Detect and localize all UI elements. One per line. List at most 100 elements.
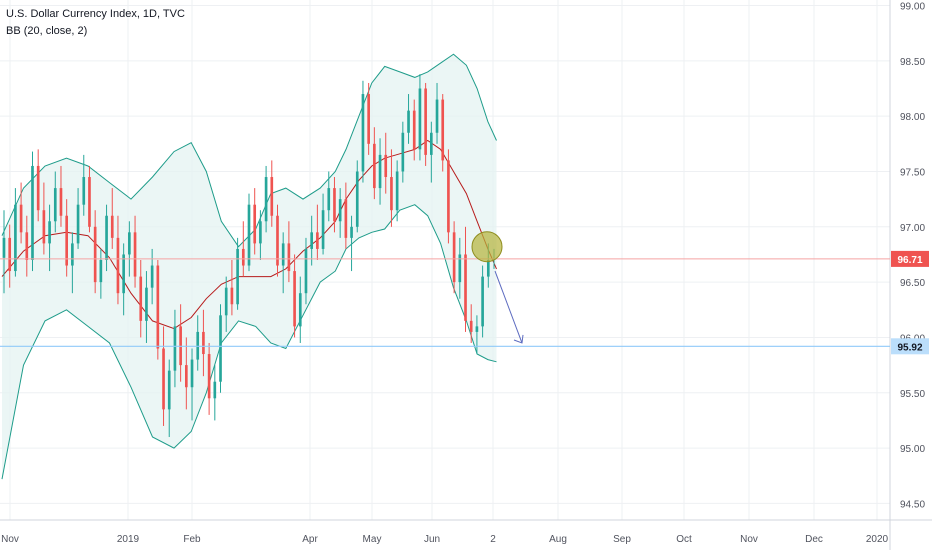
candle-body [167, 370, 171, 410]
candle-body [486, 260, 490, 277]
candle-body [65, 215, 69, 266]
x-tick-label: 2 [490, 534, 496, 545]
candle-body [338, 199, 342, 222]
candle-body [122, 254, 125, 294]
candle-body [464, 254, 467, 321]
candle-body [173, 326, 177, 371]
candle-body [213, 381, 217, 399]
candle-body [344, 199, 348, 238]
candle-body [14, 204, 17, 272]
candle-body [395, 171, 399, 211]
candle-body [321, 210, 325, 249]
candle-body [105, 215, 108, 260]
candle-body [133, 232, 137, 277]
candle-body [230, 287, 234, 305]
candle-body [2, 237, 6, 258]
candle-body [401, 132, 405, 172]
y-tick-label: 97.00 [900, 223, 925, 234]
x-tick-label: Nov [1, 534, 19, 545]
candle-body [304, 248, 308, 294]
candle-body [31, 165, 34, 260]
candle-body [373, 143, 376, 189]
candle-body [145, 287, 148, 321]
candle-body [71, 243, 74, 266]
candle-body [241, 248, 245, 266]
candle-body [310, 232, 314, 249]
bollinger-upper-line [1, 53, 497, 248]
y-tick-label: 97.50 [900, 167, 925, 178]
candle-body [48, 221, 51, 244]
x-tick-label: 2019 [117, 534, 140, 545]
candle-body [384, 154, 388, 178]
x-tick-label: Jun [424, 534, 440, 545]
highlight-circle [471, 231, 503, 263]
candle-body [150, 265, 154, 288]
support-badge [891, 338, 929, 355]
candle-body [184, 365, 188, 388]
x-tick-label: Aug [549, 534, 567, 545]
candle-body [116, 237, 120, 294]
y-tick-label: 99.00 [900, 2, 925, 13]
y-tick-label: 96.50 [900, 278, 925, 289]
y-tick-label: 98.50 [900, 57, 925, 68]
candle-body [128, 232, 131, 255]
candle-body [264, 177, 268, 222]
candle-body [202, 331, 205, 355]
x-tick-label: May [363, 534, 382, 545]
candle-body [298, 293, 302, 327]
candle-body [190, 359, 194, 388]
indicator-label: BB (20, close, 2) [6, 25, 88, 37]
x-tick-label: Apr [302, 534, 318, 545]
y-tick-label: 95.50 [900, 389, 925, 400]
candle-body [333, 188, 336, 222]
candle-body [452, 232, 456, 283]
candle-body [390, 177, 393, 211]
candle-body [378, 154, 382, 189]
candle-body [82, 177, 86, 205]
candle-body [207, 354, 211, 399]
candle-body [293, 271, 296, 327]
candle-body [435, 99, 439, 133]
x-tick-label: Dec [805, 534, 823, 545]
candle-body [156, 265, 160, 349]
candle-body [236, 248, 239, 305]
candle-body [259, 221, 262, 244]
y-tick-label: 95.00 [900, 444, 925, 455]
candle-body [224, 287, 228, 316]
candle-body [316, 232, 319, 249]
candle-body [481, 276, 484, 327]
candle-body [441, 99, 445, 161]
support-badge-text: 95.92 [897, 342, 922, 353]
candle-body [276, 215, 279, 266]
candle-body [59, 188, 63, 216]
candle-body [19, 204, 23, 233]
candle-body [76, 204, 80, 244]
candle-body [475, 326, 479, 332]
y-tick-label: 98.00 [900, 112, 925, 123]
candle-body [110, 215, 114, 238]
symbol-title: U.S. Dollar Currency Index, 1D, TVC [6, 8, 185, 20]
candle-body [253, 204, 257, 244]
candle-body [99, 260, 103, 283]
price-badge [891, 250, 929, 267]
candle-body [162, 348, 165, 410]
price-badge-text: 96.71 [897, 255, 922, 266]
candle-body [429, 132, 433, 155]
candle-body [53, 188, 57, 222]
x-tick-label: 2020 [866, 534, 889, 545]
candle-body [407, 110, 410, 133]
candle-body [219, 315, 222, 382]
candle-body [350, 226, 353, 238]
x-tick-label: Oct [676, 534, 692, 545]
y-tick-label: 94.50 [900, 499, 925, 510]
candle-body [93, 226, 97, 283]
candle-body [25, 232, 29, 260]
x-tick-label: Feb [183, 534, 201, 545]
candle-body [281, 243, 285, 266]
candle-body [88, 177, 91, 227]
candle-body [355, 171, 359, 227]
candle-body [447, 160, 450, 233]
candle-body [287, 243, 291, 272]
